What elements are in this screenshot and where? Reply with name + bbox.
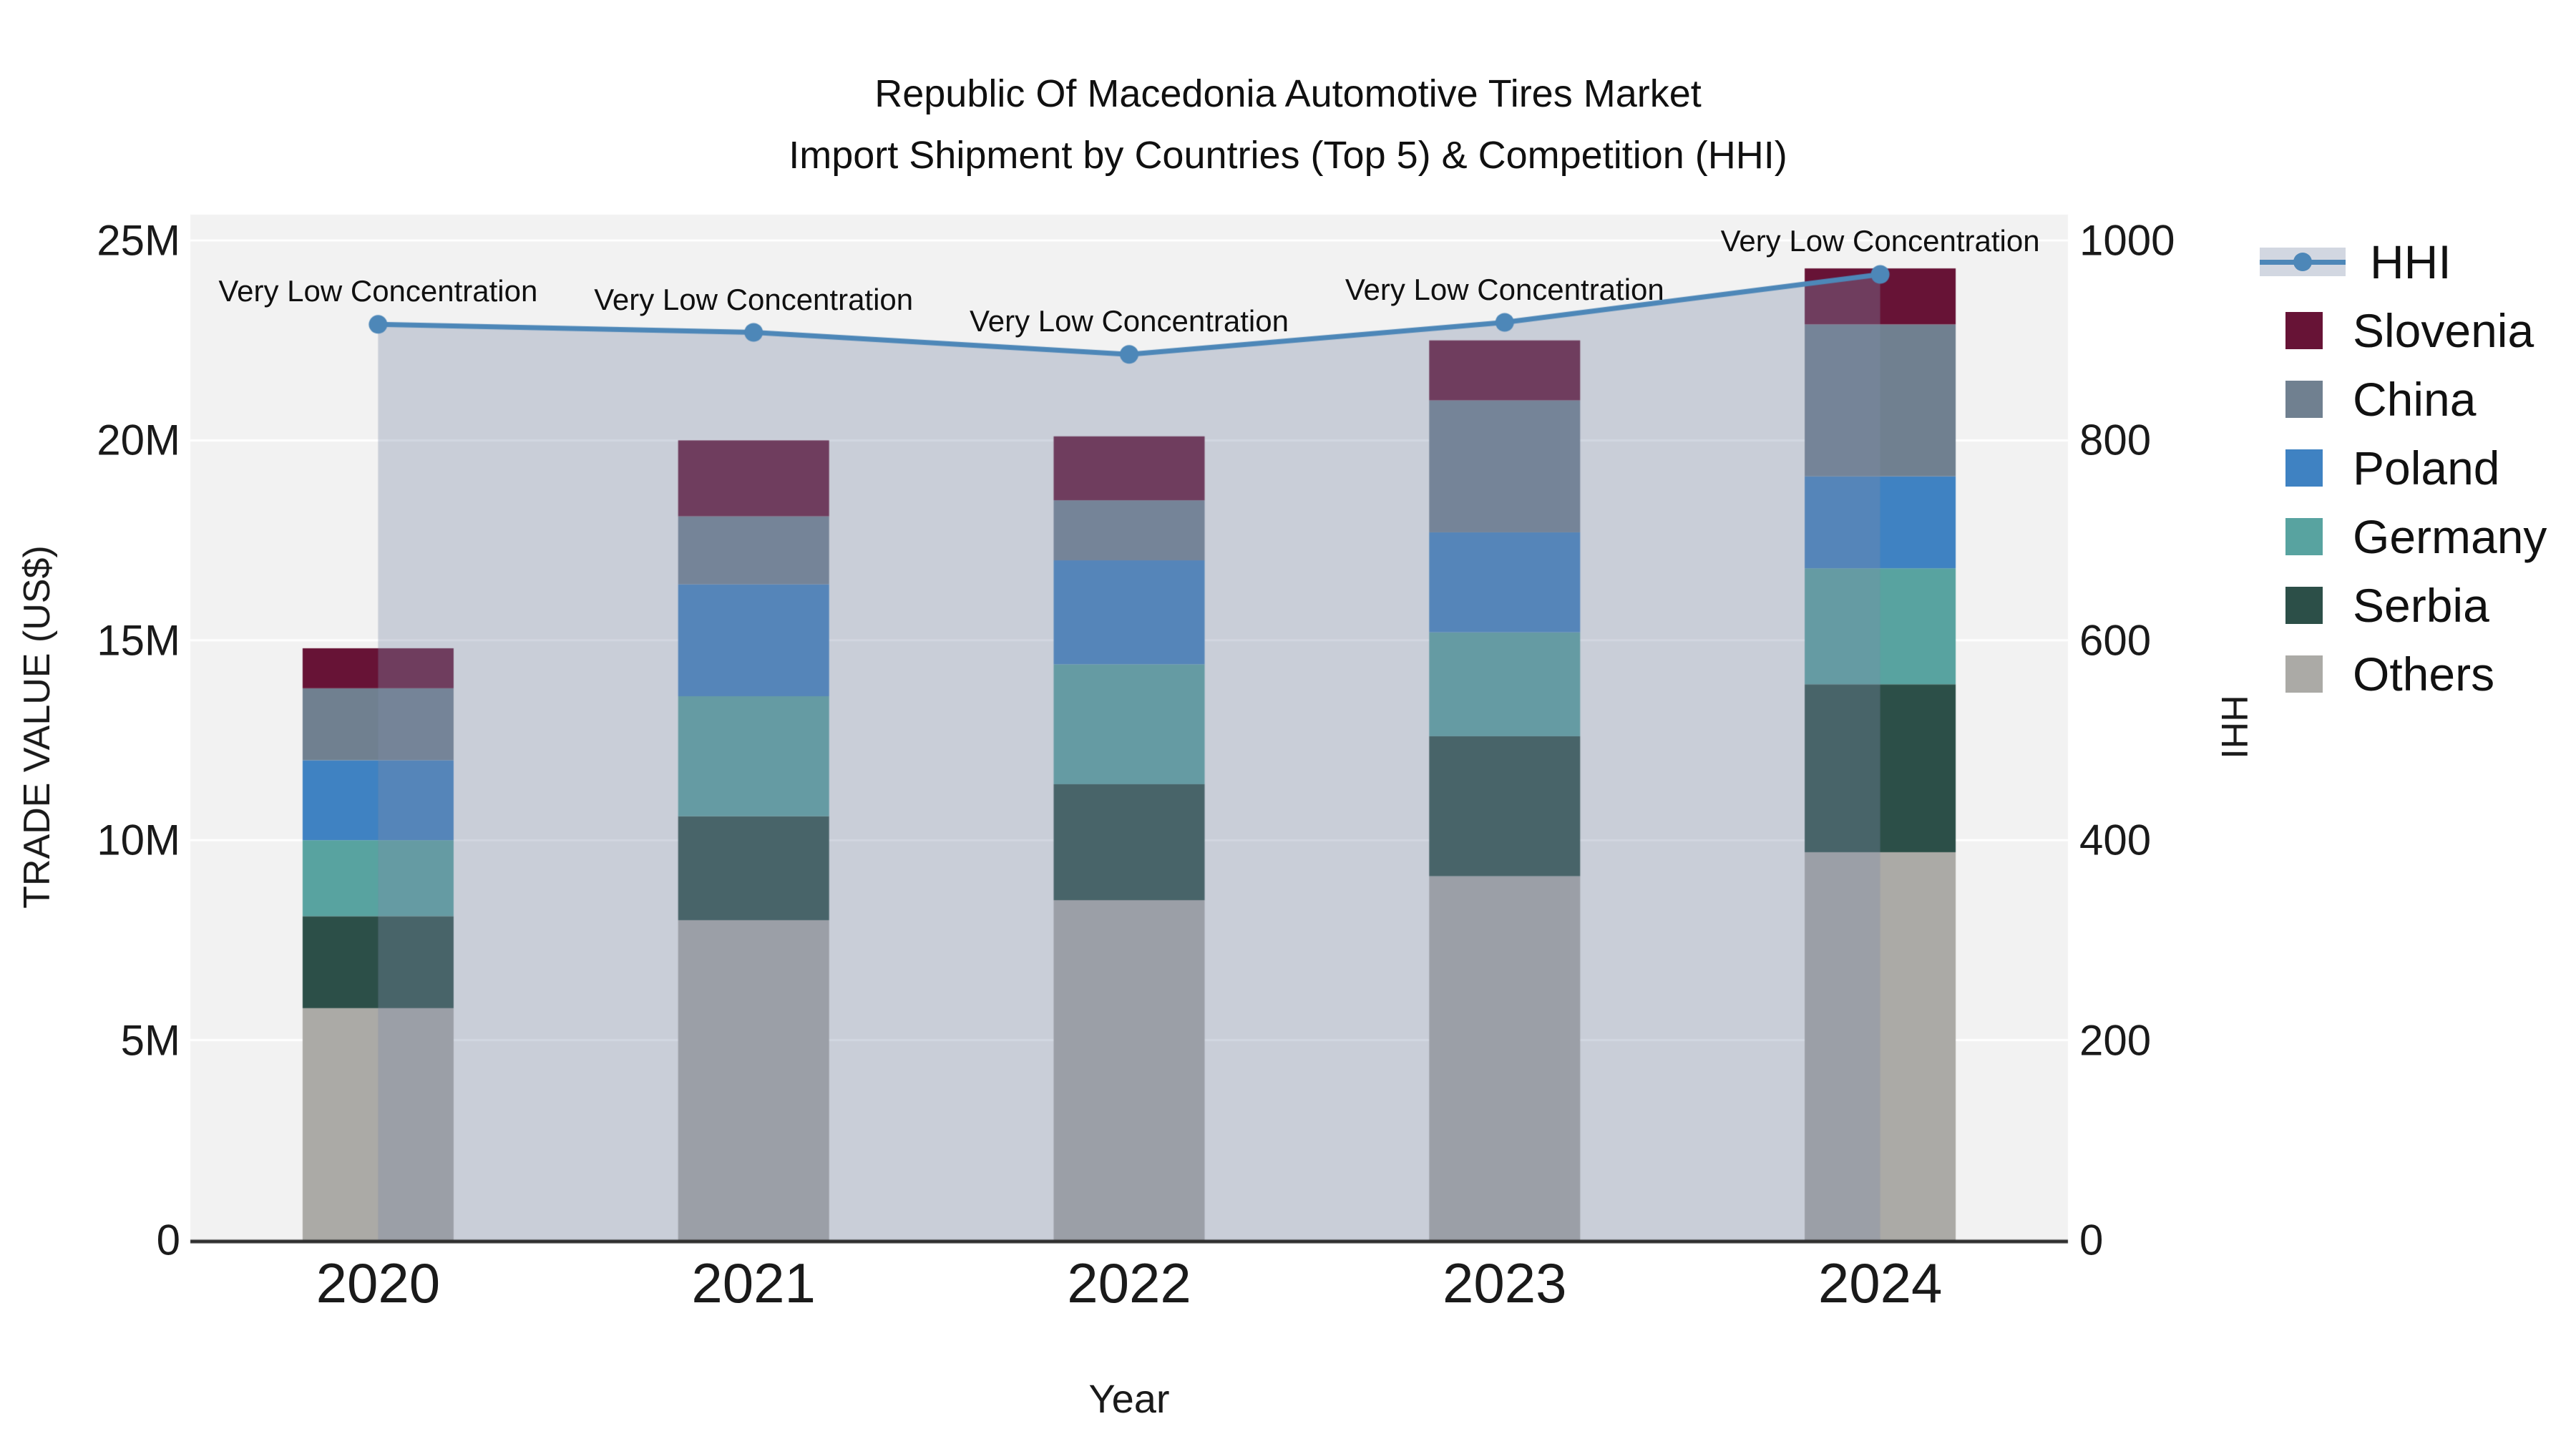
chart-title-line1: Republic Of Macedonia Automotive Tires M… [874,72,1702,115]
hhi-annotation: Very Low Concentration [594,282,914,316]
legend-color-swatch [2285,312,2323,349]
y-right-tick-label: 800 [2079,416,2152,464]
legend-label: Others [2353,648,2495,701]
legend-label: HHI [2370,235,2451,288]
y-left-tick-label: 15M [97,616,180,665]
legend-label: Germany [2353,510,2547,563]
legend: HHI Slovenia China Poland Germany Serbia Other… [2254,228,2547,708]
x-axis-title: Year [1088,1376,1170,1421]
y-right-tick-label: 600 [2079,616,2152,665]
hhi-annotation: Very Low Concentration [1345,272,1664,306]
legend-item-china[interactable]: China [2254,365,2547,434]
legend-color-swatch [2285,587,2323,624]
legend-label: China [2353,373,2477,426]
legend-color-swatch [2285,381,2323,418]
y-axis-title-right: HHI [2213,695,2255,759]
x-tick-label: 2024 [1818,1252,1943,1314]
legend-label: Slovenia [2353,304,2534,357]
x-tick-label: 2023 [1443,1252,1567,1314]
x-tick-label: 2022 [1067,1252,1191,1314]
legend-item-hhi[interactable]: HHI [2254,228,2547,296]
y-left-tick-label: 5M [120,1016,180,1065]
x-tick-label: 2020 [316,1252,441,1314]
legend-item-slovenia[interactable]: Slovenia [2254,296,2547,365]
y-left-tick-label: 10M [97,816,180,864]
legend-item-germany[interactable]: Germany [2254,502,2547,571]
hhi-annotation: Very Low Concentration [1720,224,2040,258]
y-right-tick-label: 400 [2079,816,2152,864]
legend-color-swatch [2285,655,2323,693]
y-right-tick-label: 1000 [2079,216,2175,265]
legend-item-others[interactable]: Others [2254,640,2547,708]
legend-item-poland[interactable]: Poland [2254,434,2547,502]
legend-label: Poland [2353,441,2500,494]
hhi-annotation: Very Low Concentration [218,274,538,308]
x-tick-label: 2021 [691,1252,816,1314]
legend-label: Serbia [2353,579,2489,632]
y-left-tick-label: 0 [156,1216,180,1264]
chart-title-line2: Import Shipment by Countries (Top 5) & C… [789,134,1787,177]
hhi-line-icon [2260,245,2346,279]
legend-color-swatch [2285,518,2323,555]
legend-color-swatch [2285,449,2323,487]
hhi-annotation: Very Low Concentration [970,304,1289,338]
y-right-tick-label: 0 [2079,1216,2104,1264]
y-right-tick-label: 200 [2079,1016,2152,1065]
y-left-tick-label: 25M [97,216,180,265]
legend-item-serbia[interactable]: Serbia [2254,571,2547,640]
y-left-tick-label: 20M [97,416,180,464]
